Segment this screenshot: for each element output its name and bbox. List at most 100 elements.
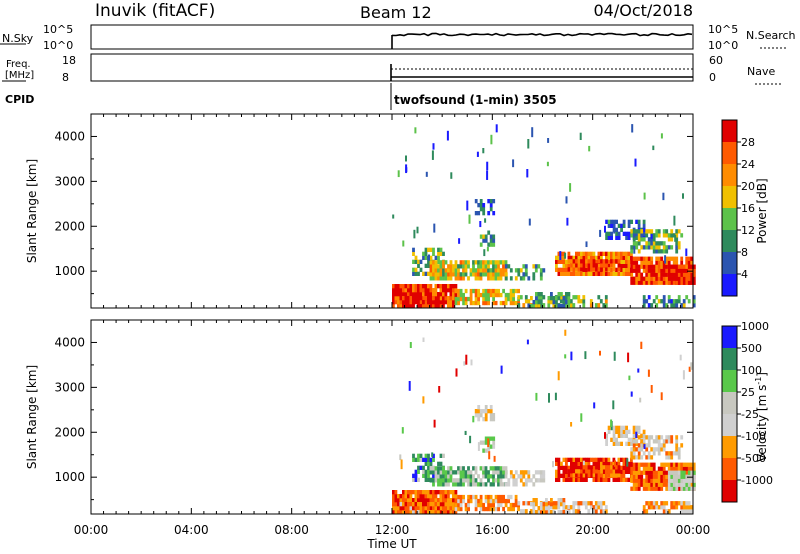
echo-cell xyxy=(665,260,669,265)
echo-cell xyxy=(635,482,639,487)
echo-cell xyxy=(437,268,440,273)
echo-cell xyxy=(477,498,480,504)
echo-cell xyxy=(610,267,613,272)
echo-cell xyxy=(432,502,435,507)
echo-cell xyxy=(484,436,488,441)
echo-cell xyxy=(687,462,691,467)
echo-cell xyxy=(620,227,623,232)
echo-cell xyxy=(432,470,435,475)
echo-cell xyxy=(692,470,696,475)
echo-cell xyxy=(479,272,483,277)
echo-cell xyxy=(617,251,621,256)
echo-cell xyxy=(414,510,418,515)
echo-cell xyxy=(492,242,496,247)
echo-cell xyxy=(550,296,553,301)
echo-cell xyxy=(412,284,415,289)
echo-cell xyxy=(484,296,488,302)
echo-cell xyxy=(562,267,566,272)
echo-cell xyxy=(477,442,480,451)
echo-cell xyxy=(595,267,598,272)
echo-cell xyxy=(647,237,651,242)
echo-cell xyxy=(607,473,611,478)
echo-cell xyxy=(637,280,641,285)
echo-cell xyxy=(537,295,541,300)
echo-cell xyxy=(499,260,503,265)
echo-cell xyxy=(530,510,533,515)
echo-cell xyxy=(660,466,664,471)
echo-cell xyxy=(509,494,513,500)
echo-cell xyxy=(424,457,428,462)
echo-cell xyxy=(464,430,467,435)
echo-cell xyxy=(692,303,696,308)
echo-cell xyxy=(617,263,621,268)
echo-cell xyxy=(662,447,666,452)
echo-cell xyxy=(570,351,573,361)
echo-cell xyxy=(457,498,460,504)
echo-cell xyxy=(542,295,546,300)
echo-cell xyxy=(527,303,531,308)
echo-cell xyxy=(687,466,691,471)
echo-cell xyxy=(645,455,649,460)
echo-cell xyxy=(567,263,571,268)
echo-cell xyxy=(605,267,608,272)
echo-cell xyxy=(449,300,453,305)
echo-cell xyxy=(412,506,415,511)
echo-cell xyxy=(667,268,671,273)
echo-cell xyxy=(622,429,626,434)
echo-cell xyxy=(429,490,433,495)
echo-cell xyxy=(489,288,493,294)
echo-cell xyxy=(444,470,448,475)
echo-cell xyxy=(560,465,563,470)
echo-cell xyxy=(394,490,398,495)
echo-cell xyxy=(670,303,674,308)
echo-cell xyxy=(482,448,486,453)
echo-cell xyxy=(672,478,676,483)
echo-cell xyxy=(650,256,654,261)
echo-cell xyxy=(682,193,684,199)
echo-cell xyxy=(494,494,498,500)
echo-cell xyxy=(444,276,448,281)
velocity-data xyxy=(392,329,696,515)
echo-cell xyxy=(622,251,626,256)
echo-cell xyxy=(429,466,433,471)
echo-cell xyxy=(582,267,586,272)
echo-cell xyxy=(437,502,440,507)
echo-cell xyxy=(484,288,488,294)
echo-cell xyxy=(444,296,448,301)
echo-cell xyxy=(665,303,669,308)
echo-cell xyxy=(464,288,468,294)
echo-cell xyxy=(447,300,450,305)
echo-cell xyxy=(580,251,583,256)
echo-cell xyxy=(655,245,659,250)
echo-cell xyxy=(459,494,463,500)
echo-cell xyxy=(672,280,676,285)
echo-cell xyxy=(567,255,571,260)
echo-cell xyxy=(620,251,623,256)
colorbar-tick-label: 1000 xyxy=(741,320,769,333)
echo-cell xyxy=(407,288,410,293)
echo-cell xyxy=(422,457,425,462)
echo-cell xyxy=(464,268,468,273)
echo-cell xyxy=(577,259,581,264)
echo-cell xyxy=(613,224,616,234)
echo-cell xyxy=(449,466,453,471)
echo-cell xyxy=(680,486,684,491)
echo-cell xyxy=(417,490,420,495)
echo-cell xyxy=(517,474,521,479)
echo-cell xyxy=(635,425,638,430)
echo-cell xyxy=(392,502,395,507)
echo-cell xyxy=(670,272,674,277)
echo-cell xyxy=(637,466,641,471)
echo-cell xyxy=(442,272,445,277)
echo-cell xyxy=(567,469,571,474)
echo-cell xyxy=(595,457,598,462)
echo-cell xyxy=(642,245,646,250)
echo-cell xyxy=(529,478,533,483)
echo-cell xyxy=(588,145,591,152)
echo-cell xyxy=(474,272,478,277)
echo-cell xyxy=(637,443,641,448)
echo-cell xyxy=(627,231,631,236)
echo-cell xyxy=(682,276,686,281)
